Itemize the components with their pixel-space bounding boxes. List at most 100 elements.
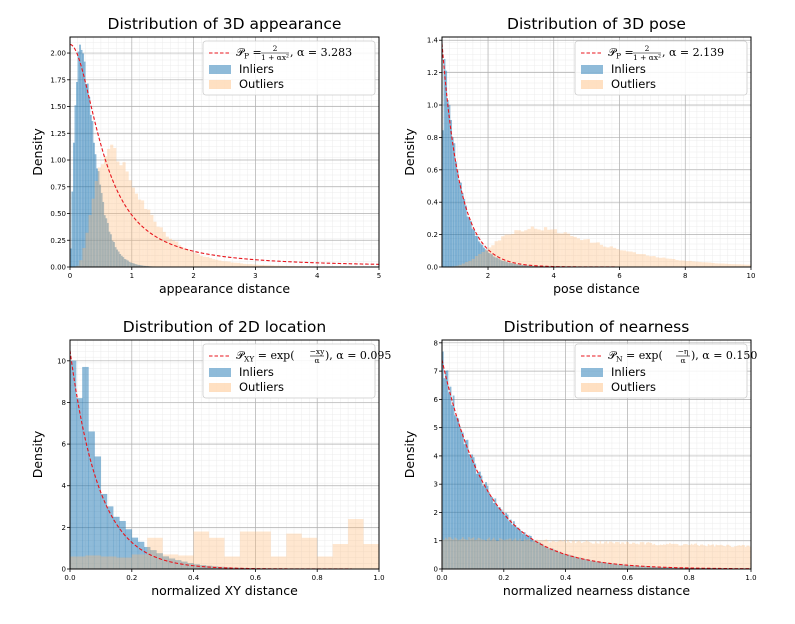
- bar: [550, 229, 554, 267]
- bar: [76, 398, 83, 569]
- bar: [77, 51, 80, 267]
- bar: [202, 256, 206, 267]
- y-tick-label: 0.0: [427, 264, 438, 272]
- bar: [83, 61, 86, 267]
- bar: [477, 537, 480, 569]
- y-tick-label: 1: [434, 537, 438, 545]
- bar: [474, 540, 476, 569]
- bar: [655, 545, 657, 569]
- bar: [675, 260, 679, 267]
- bar: [718, 263, 722, 267]
- legend-formula: 𝒫P =: [608, 46, 634, 61]
- bar: [537, 229, 541, 267]
- legend-box: [202, 40, 376, 96]
- bar: [607, 543, 609, 569]
- bar: [286, 533, 302, 569]
- bar: [652, 544, 654, 569]
- bar: [734, 546, 736, 569]
- bar: [445, 537, 447, 569]
- legend: 𝒫XY = exp(−xyα), α = 0.095 InliersOutlier…: [202, 343, 391, 399]
- bar: [150, 214, 154, 267]
- x-tick-label: 0.0: [436, 574, 447, 582]
- bar: [468, 537, 470, 569]
- bar: [193, 531, 210, 569]
- bar: [519, 538, 521, 569]
- bar: [491, 539, 493, 569]
- bar: [224, 261, 228, 267]
- bar: [709, 545, 711, 569]
- legend-label-outliers: Outliers: [611, 380, 656, 394]
- bar: [717, 545, 719, 569]
- bar: [689, 544, 691, 569]
- bar: [159, 227, 163, 267]
- bar: [503, 540, 506, 569]
- bar: [621, 542, 623, 569]
- bar: [542, 540, 544, 569]
- x-tick-label: 3: [253, 272, 257, 280]
- bar: [113, 147, 117, 267]
- bar: [551, 540, 554, 569]
- bar: [221, 261, 225, 267]
- bar: [491, 245, 495, 267]
- chart-title: Distribution of nearness: [504, 318, 690, 336]
- bar: [611, 542, 614, 569]
- bar: [131, 187, 135, 267]
- bar: [630, 543, 633, 569]
- bar: [134, 193, 138, 267]
- y-tick-label: 0.75: [50, 183, 66, 191]
- legend-swatch-outliers: [581, 383, 603, 392]
- legend-formula-numerator: −η: [678, 347, 689, 356]
- bar: [596, 242, 600, 267]
- bar: [193, 252, 197, 267]
- bar: [662, 257, 666, 267]
- bar: [524, 230, 528, 267]
- bar: [131, 554, 148, 569]
- bar: [604, 541, 606, 569]
- bar: [492, 537, 495, 569]
- bar: [565, 542, 568, 569]
- bar: [667, 544, 670, 569]
- bar: [107, 148, 111, 267]
- bar: [698, 261, 702, 267]
- chart-panel-2: 2 4 6 8 10 0.0 0.2 0.4 0.6 0.8 1.0 1.2 1.4 Distributi…: [402, 15, 755, 296]
- legend-formula-numerator: 2: [645, 44, 650, 53]
- y-tick-label: 0.8: [427, 134, 438, 142]
- bar: [111, 240, 114, 267]
- bar: [520, 231, 525, 267]
- chart-title: Distribution of 2D location: [123, 318, 326, 336]
- y-tick-label: 1.4: [427, 37, 439, 45]
- bar: [747, 264, 751, 267]
- bar: [511, 234, 515, 267]
- bar: [649, 542, 651, 569]
- bar: [100, 556, 117, 569]
- bar: [644, 544, 646, 569]
- bar: [550, 542, 552, 569]
- bar: [610, 541, 612, 569]
- bar: [499, 259, 502, 267]
- bar: [496, 540, 498, 569]
- bar: [559, 551, 562, 569]
- bar: [446, 539, 449, 569]
- bar: [633, 542, 636, 569]
- legend-box: [202, 343, 376, 399]
- bar: [454, 537, 456, 569]
- bar: [711, 262, 715, 267]
- bar: [559, 540, 561, 569]
- series-outliers: [442, 226, 751, 267]
- bar: [548, 542, 551, 569]
- bar: [91, 198, 95, 267]
- bar: [533, 540, 535, 569]
- bar: [76, 265, 80, 267]
- bar: [547, 541, 549, 569]
- legend-formula-numerator: 2: [273, 44, 278, 53]
- bar: [465, 539, 467, 569]
- bar: [571, 540, 574, 569]
- chart-title: Distribution of 3D appearance: [108, 15, 342, 33]
- bar: [117, 251, 120, 267]
- bar: [472, 537, 475, 569]
- bar: [587, 541, 589, 569]
- y-tick-label: 0.6: [427, 166, 439, 174]
- bar: [596, 543, 599, 569]
- x-tick-label: 6: [617, 272, 622, 280]
- bar: [668, 258, 673, 267]
